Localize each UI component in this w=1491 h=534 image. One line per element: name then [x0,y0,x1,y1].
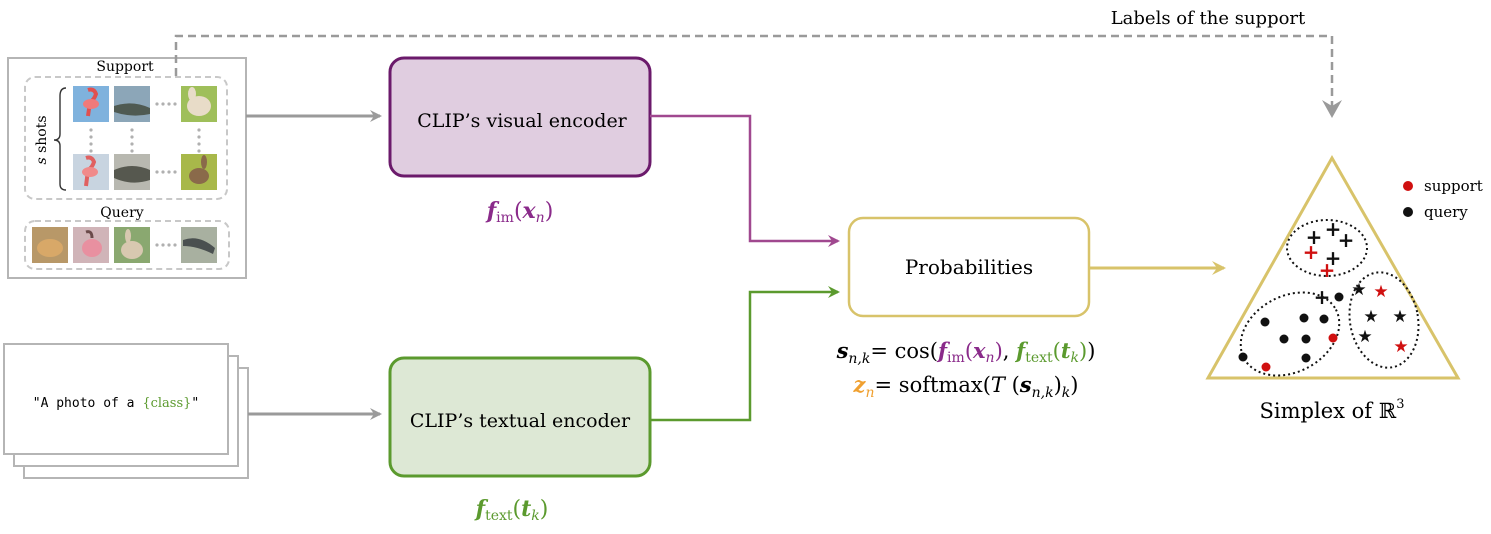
dot-query-marker [1260,317,1270,327]
probabilities-box [847,216,1091,318]
visual-encoder-label: CLIP’s visual encoder [417,110,627,132]
query-image-rabbit-2 [114,227,150,263]
legend-query-label: query [1424,203,1468,221]
star-query-marker: ★ [1363,307,1378,327]
plus-query-marker: + [1325,246,1342,270]
f-im-label: fim(xn) [485,198,554,226]
f-text-label: ftext(tk) [474,496,549,524]
plus-query-marker: + [1338,228,1355,252]
query-image-rabbit [32,227,68,263]
softmax-equation: zn= softmax(T (sn,k)k) [853,372,1079,401]
labels-of-support-arrow [174,34,1334,112]
dot-query-marker [1301,353,1311,363]
star-query-marker: ★ [1351,280,1366,300]
arrow-visual-to-probabilities [650,114,840,247]
probabilities-label: Probabilities [905,255,1033,279]
dot-query-marker [1238,352,1248,362]
plus-support-marker: + [1319,258,1336,282]
support-image-flamingo-1 [73,86,109,122]
textual-encoder-label: CLIP’s textual encoder [410,410,631,432]
legend: support query [1403,177,1483,221]
dot-query-marker [1299,313,1309,323]
labels-of-support-label: Labels of the support [1111,8,1306,29]
dot-query-marker [1279,334,1289,344]
cluster-star [1348,271,1420,369]
simplex-triangle [1205,154,1461,380]
prompt-template: "A photo of a {class}" [33,396,199,411]
query-image-flamingo [73,227,109,263]
support-vertical-ellipsis [89,128,201,153]
support-image-rabbit-1 [181,86,217,122]
star-markers: ★ ★ ★ ★ ★ ★ [1351,280,1408,357]
legend-support-swatch [1403,181,1413,191]
shots-label: s shots [34,115,50,164]
dot-query-marker [1334,292,1344,302]
support-set-box [24,76,228,200]
prompt-card-front [3,343,229,455]
plus-support-marker: + [1303,240,1320,264]
support-image-crocodile-1 [114,86,150,122]
cluster-plus [1286,219,1368,277]
legend-query-swatch [1403,207,1413,217]
arrow-textual-to-probabilities [650,286,840,422]
support-ellipsis-row-2 [155,170,177,174]
plus-query-marker: + [1314,285,1331,309]
dot-query-marker [1319,314,1329,324]
star-support-marker: ★ [1373,282,1388,302]
plus-markers: + + + + + + + [1303,217,1355,309]
dataset-panel: Support s shots [7,57,247,279]
star-support-marker: ★ [1393,337,1408,357]
dot-markers [1238,292,1344,372]
plus-query-marker: + [1325,217,1342,241]
star-query-marker: ★ [1357,327,1372,347]
query-ellipsis [155,243,177,247]
prompt-class-token: {class} [142,396,191,411]
query-set-box [24,220,230,270]
dot-support-marker [1328,333,1338,343]
support-image-rabbit-2 [181,154,217,190]
support-image-flamingo-2 [73,154,109,190]
dot-support-marker [1261,362,1271,372]
labels-arrowhead [1322,100,1342,118]
support-ellipsis-row-1 [155,102,177,106]
prompt-cards: "A photo of a {class}" [3,343,249,479]
simplex-label: Simplex of ℝ3 [1260,397,1405,423]
shots-brace [53,87,67,191]
support-image-crocodile-2 [114,154,150,190]
support-title: Support [96,59,154,75]
star-query-marker: ★ [1392,307,1407,327]
textual-encoder-box [388,356,652,478]
query-image-crocodile [181,227,217,263]
similarity-equation: sn,k= cos(fim(xn), ftext(tk)) [836,338,1096,367]
legend-support-label: support [1424,177,1483,195]
plus-query-marker: + [1306,225,1323,249]
query-title: Query [100,205,143,221]
dot-query-marker [1301,334,1311,344]
